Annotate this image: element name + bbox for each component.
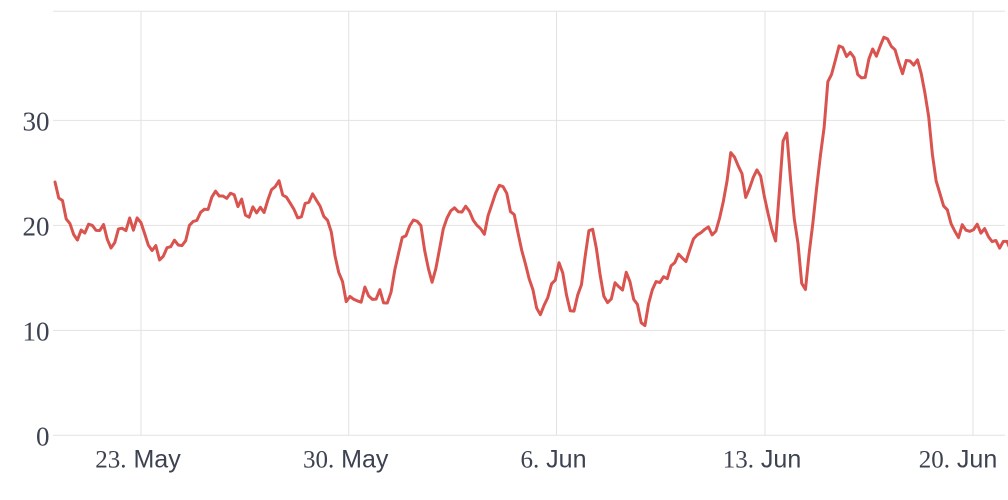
svg-text:23. May: 23. May — [95, 445, 181, 473]
svg-text:20: 20 — [23, 211, 50, 241]
svg-text:0: 0 — [36, 421, 50, 451]
svg-text:6. Jun: 6. Jun — [520, 445, 586, 473]
svg-text:30: 30 — [23, 106, 50, 136]
svg-text:30. May: 30. May — [303, 445, 389, 473]
svg-text:20. Jun: 20. Jun — [919, 445, 998, 473]
svg-text:10: 10 — [23, 316, 50, 346]
svg-text:13. Jun: 13. Jun — [723, 445, 802, 473]
